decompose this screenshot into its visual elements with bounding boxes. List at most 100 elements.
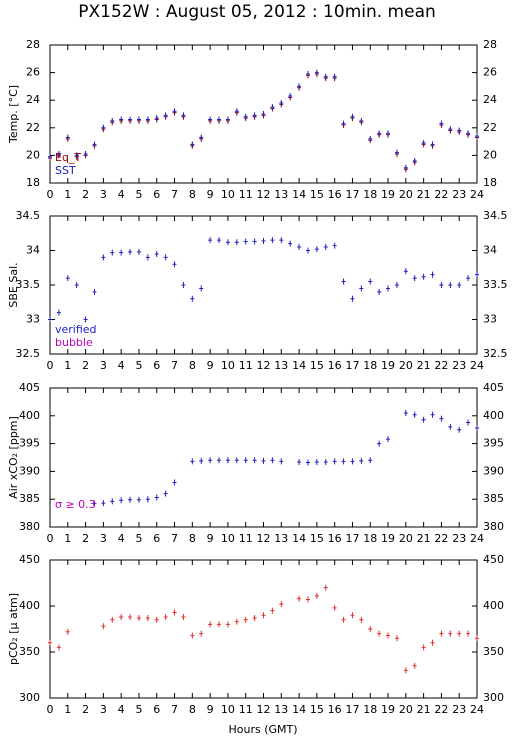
x-tick-label: 22 [434, 188, 448, 201]
y-tick-label: 300 [19, 691, 40, 704]
data-point [279, 237, 284, 244]
x-tick-label: 14 [292, 359, 306, 372]
x-tick-label: 10 [221, 532, 235, 545]
x-tick-label: 4 [118, 532, 125, 545]
data-point [350, 612, 355, 619]
data-point [48, 639, 52, 646]
y-tick-label: 34 [483, 244, 497, 257]
data-point [421, 273, 426, 280]
data-point [48, 153, 52, 160]
x-tick-label: 16 [328, 532, 342, 545]
data-point [279, 99, 284, 106]
y-tick-label: 33 [26, 313, 40, 326]
x-tick-label: 22 [434, 359, 448, 372]
x-tick-label: 3 [100, 703, 107, 716]
x-tick-label: 9 [207, 188, 214, 201]
data-point [270, 457, 275, 464]
y-tick-label: 26 [483, 66, 497, 79]
x-tick-label: 15 [310, 359, 324, 372]
data-point [217, 237, 222, 244]
data-point [190, 458, 195, 465]
x-tick-label: 23 [452, 532, 466, 545]
x-tick-label: 13 [274, 532, 288, 545]
data-point [332, 458, 337, 465]
x-tick-label: 21 [417, 703, 431, 716]
data-point [65, 275, 70, 282]
data-point [368, 278, 373, 285]
data-point [332, 73, 337, 80]
x-tick-label: 13 [274, 359, 288, 372]
data-point [341, 278, 346, 285]
data-point [412, 662, 417, 669]
data-point [394, 149, 399, 156]
x-axis-label: Hours (GMT) [228, 723, 297, 736]
x-tick-label: 3 [100, 188, 107, 201]
data-point [208, 457, 213, 464]
data-point [457, 127, 462, 134]
data-point [243, 238, 248, 245]
data-point [297, 244, 302, 251]
data-point [377, 440, 382, 447]
x-tick-label: 24 [470, 532, 484, 545]
y-axis-label: Temp. [°C] [7, 85, 20, 144]
data-point [439, 282, 444, 288]
x-tick-label: 22 [434, 703, 448, 716]
y-tick-label: 20 [26, 148, 40, 161]
data-point [208, 237, 213, 244]
data-point [270, 237, 275, 244]
x-tick-label: 7 [171, 703, 178, 716]
data-point [341, 120, 346, 127]
data-point [172, 609, 177, 616]
data-point [448, 282, 453, 288]
data-point [110, 117, 115, 124]
data-point [101, 623, 106, 630]
x-tick-label: 18 [363, 703, 377, 716]
y-tick-label: 405 [19, 381, 40, 394]
data-point [421, 416, 426, 423]
data-point [145, 116, 150, 123]
data-point [172, 108, 177, 115]
x-tick-label: 12 [257, 532, 271, 545]
data-point [199, 285, 204, 292]
x-tick-label: 15 [310, 188, 324, 201]
data-point [252, 112, 257, 119]
data-point [225, 239, 230, 246]
data-point [119, 614, 124, 621]
data-point [341, 616, 346, 623]
data-point [270, 607, 275, 614]
data-point [225, 116, 230, 123]
data-point [56, 644, 61, 651]
x-tick-label: 23 [452, 703, 466, 716]
data-point [136, 614, 141, 621]
data-point [332, 604, 337, 611]
data-point [234, 239, 239, 246]
x-tick-label: 4 [118, 359, 125, 372]
plot-frame [49, 559, 478, 699]
x-tick-label: 16 [328, 703, 342, 716]
data-point [305, 596, 310, 603]
x-tick-label: 3 [100, 359, 107, 372]
x-tick-label: 4 [118, 188, 125, 201]
y-tick-label: 26 [26, 66, 40, 79]
y-tick-label: 22 [26, 121, 40, 134]
x-tick-label: 14 [292, 703, 306, 716]
data-point [305, 247, 310, 254]
data-point [181, 112, 186, 119]
x-tick-label: 16 [328, 359, 342, 372]
data-point [457, 282, 462, 288]
x-tick-label: 0 [47, 532, 54, 545]
y-tick-label: 400 [483, 599, 504, 612]
data-point [297, 458, 302, 465]
data-point [270, 104, 275, 111]
x-tick-label: 6 [153, 359, 160, 372]
data-point [217, 116, 222, 123]
data-point [475, 271, 479, 278]
data-point [163, 490, 168, 497]
x-tick-label: 11 [239, 359, 253, 372]
x-tick-label: 5 [135, 532, 142, 545]
x-tick-label: 17 [345, 359, 359, 372]
data-point [466, 419, 471, 426]
data-point [243, 113, 248, 120]
x-tick-label: 11 [239, 532, 253, 545]
